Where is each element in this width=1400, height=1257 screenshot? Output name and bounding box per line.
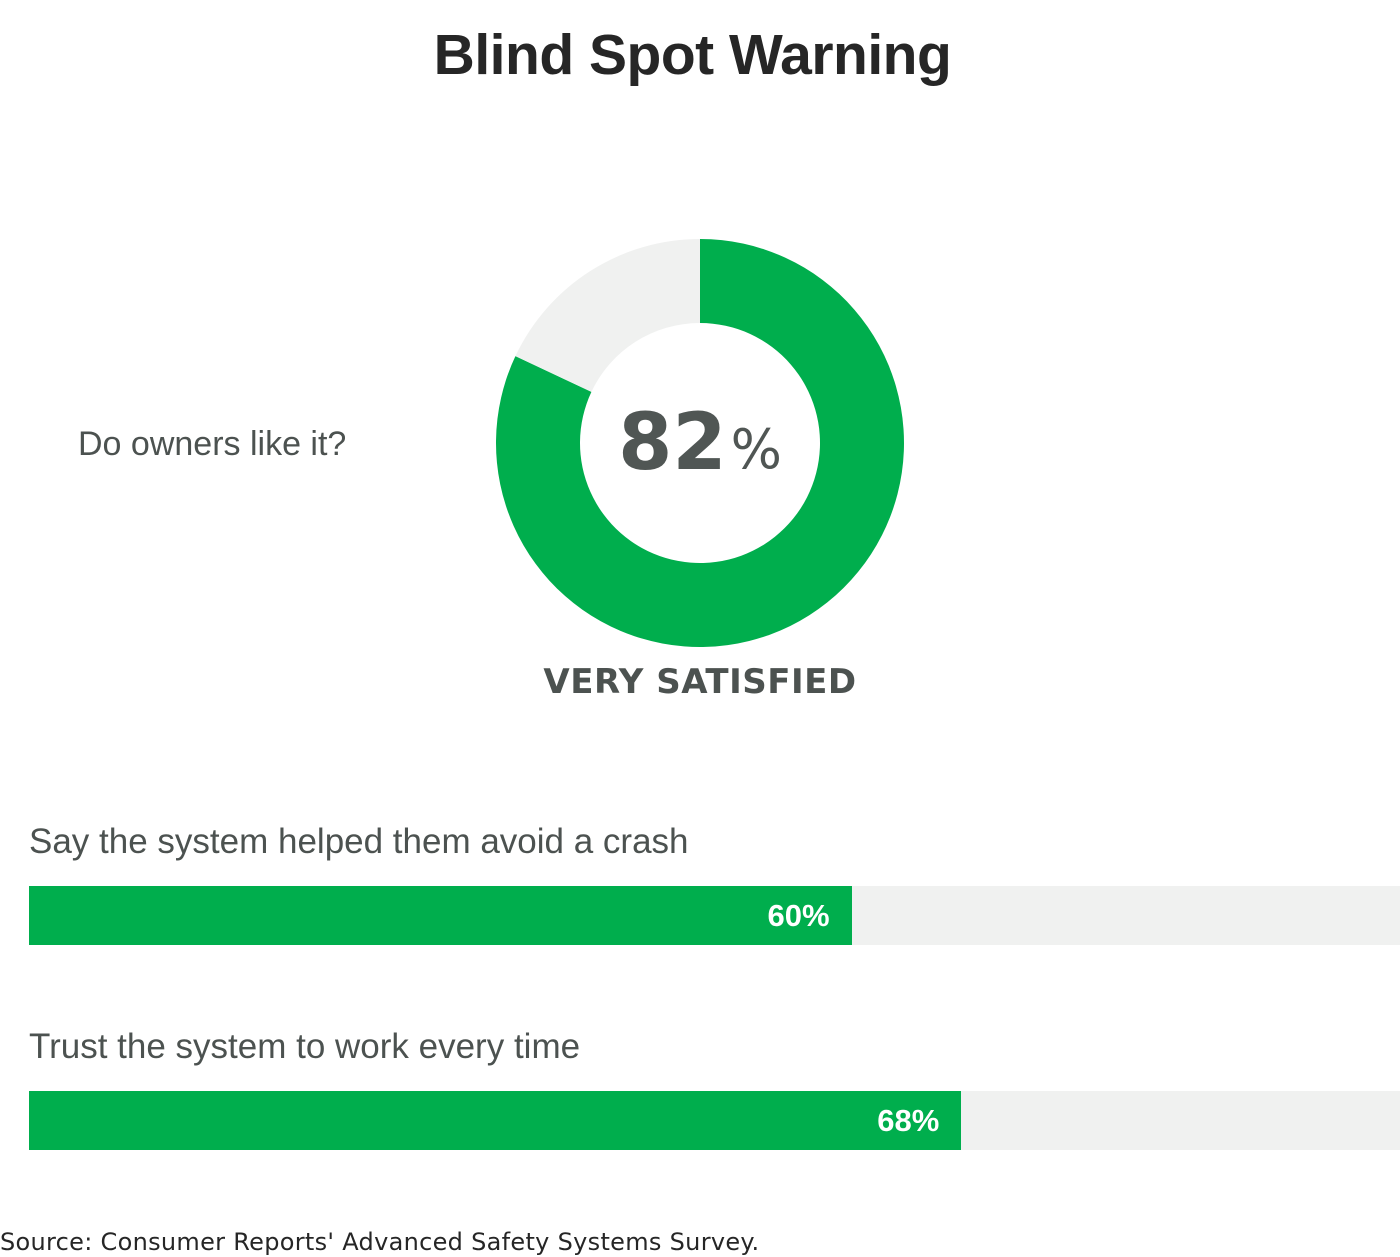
bar-track: 68% [29,1091,1400,1150]
donut-value-number: 82 [618,398,727,488]
donut-chart: 82% [495,238,905,648]
bar-value-label: 60% [768,898,852,934]
bar-label: Say the system helped them avoid a crash [29,822,689,862]
source-note: Source: Consumer Reports' Advanced Safet… [0,1228,759,1256]
bar-fill: 68% [29,1091,961,1150]
chart-title: Blind Spot Warning [0,22,1385,88]
bar-value-label: 68% [877,1103,961,1139]
donut-value: 82% [495,238,905,648]
bar-label: Trust the system to work every time [29,1027,580,1067]
bar-fill: 60% [29,886,852,945]
donut-question: Do owners like it? [78,425,346,464]
donut-label: VERY SATISFIED [495,662,905,702]
bar-track: 60% [29,886,1400,945]
donut-value-suffix: % [731,418,782,481]
